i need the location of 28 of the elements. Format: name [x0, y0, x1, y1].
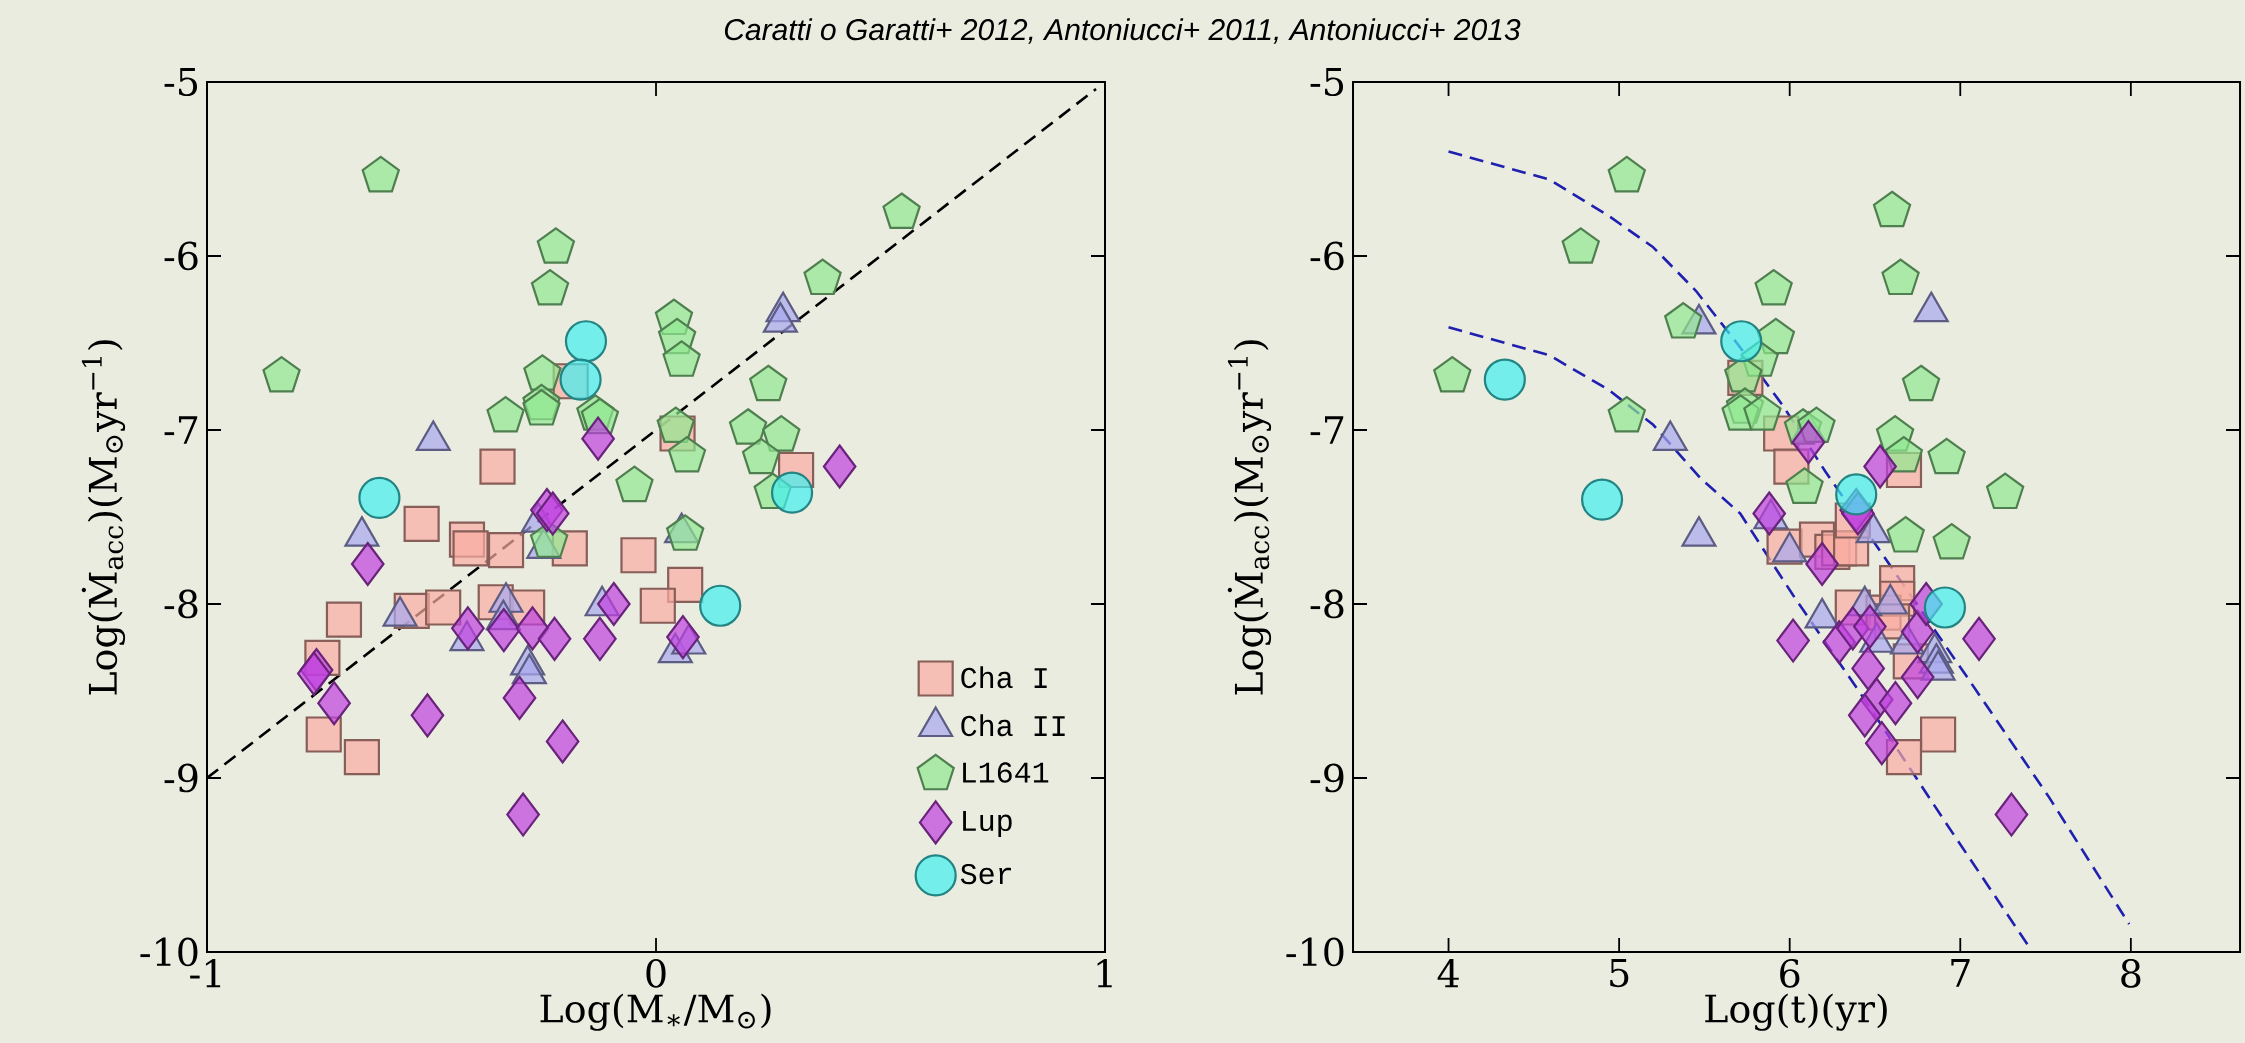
y-tick-label: -5: [164, 67, 198, 97]
x-tick-label: 7: [1951, 959, 1970, 987]
legend-label: Lup: [963, 811, 1012, 838]
y-tick-label: -8: [164, 589, 198, 619]
y-tick-label: -5: [1310, 67, 1344, 97]
x-tick-label: 8: [2121, 959, 2141, 988]
y-axis-title: Log(Ṁ$_{acc}$)(M$_{⊙}$yr$^{−1}$): [81, 340, 126, 695]
x-tick-label: 6: [1780, 959, 1800, 988]
legend-label: Cha II: [961, 714, 1065, 737]
y-tick-label: -7: [164, 416, 198, 444]
y-tick-label: -7: [1310, 416, 1344, 444]
x-tick-label: 1: [1097, 959, 1112, 988]
y-axis-title: Log(Ṁ$_{acc}$)(M$_{⊙}$yr$^{−1}$): [1227, 340, 1272, 695]
y-tick-label: -10: [1286, 937, 1344, 967]
y-tick-label: -9: [164, 763, 198, 793]
legend-label: L1641: [963, 762, 1049, 783]
legend-label: Ser: [960, 863, 1011, 885]
x-axis-title: Log(M$_{∗}$/M$_{⊙}$): [540, 993, 771, 1031]
y-tick-label: -6: [164, 241, 198, 271]
y-tick-label: -6: [1310, 241, 1344, 271]
x-tick-label: 0: [646, 959, 666, 988]
x-tick-label: 4: [1437, 959, 1459, 988]
x-axis-title: Log(t)(yr): [1705, 993, 1887, 1031]
legend-label: Cha I: [961, 666, 1047, 689]
y-tick-label: -9: [1310, 763, 1344, 793]
chart-title: Caratti o Garatti+ 2012, Antoniucci+ 2011, Antoniucci+ 2013: [724, 18, 1521, 44]
x-tick-label: 5: [1610, 959, 1629, 988]
y-tick-label: -8: [1310, 589, 1344, 619]
